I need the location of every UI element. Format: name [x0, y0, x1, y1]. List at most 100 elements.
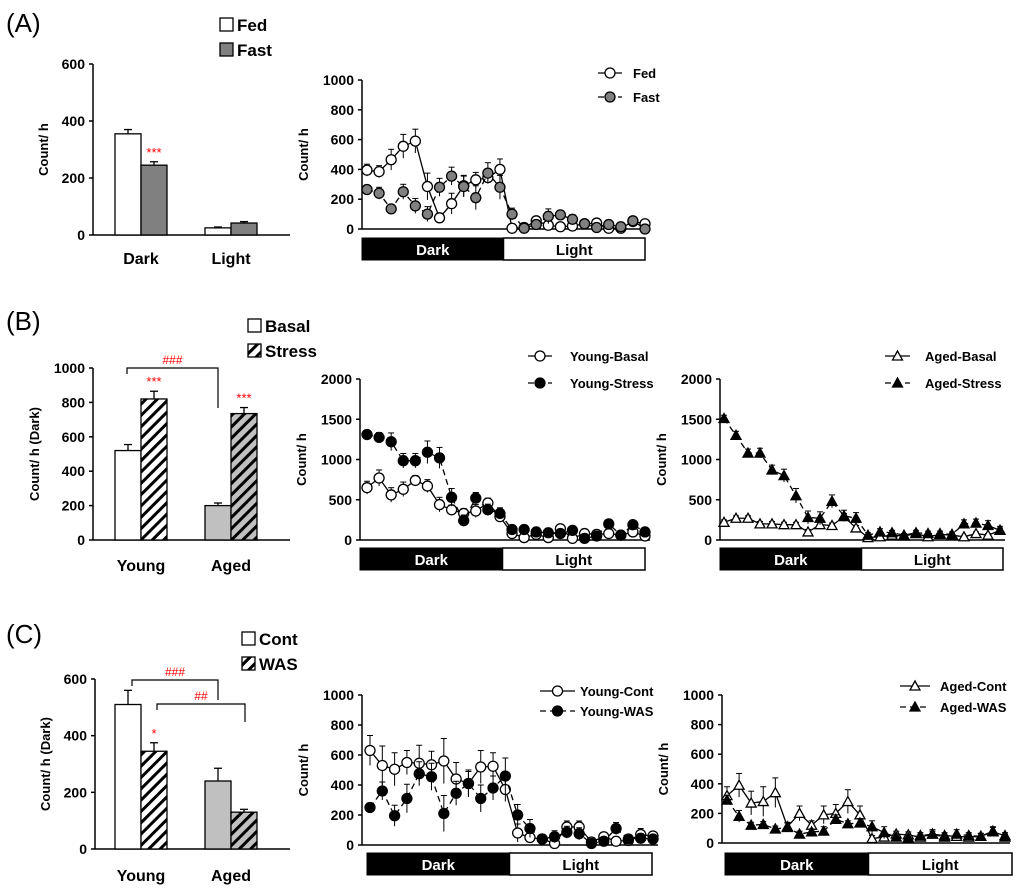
- data-point: [969, 527, 983, 539]
- y-axis-label: Count/ h: [36, 123, 51, 176]
- data-point: [401, 792, 413, 805]
- data-point: [573, 828, 585, 840]
- series-aged-was: [720, 793, 1012, 843]
- y-tick-label: 200: [64, 784, 88, 800]
- y-tick-label: 0: [77, 532, 85, 548]
- data-point: [548, 831, 561, 843]
- bracket-label: ###: [162, 353, 182, 367]
- y-tick-label: 600: [62, 56, 86, 72]
- chart-c-line-6: 0 200 400 600 800 1000 Count/ h Young-Cont Young…: [296, 684, 659, 876]
- data-point: [364, 744, 376, 757]
- data-point: [603, 518, 615, 530]
- data-point: [421, 480, 434, 492]
- dark-phase-label: Dark: [422, 857, 456, 874]
- legend-marker: [534, 377, 546, 389]
- data-point: [376, 785, 388, 797]
- y-tick-label: 600: [691, 746, 715, 762]
- data-point: [487, 760, 499, 772]
- data-point: [849, 521, 863, 533]
- y-tick-label: 800: [331, 102, 355, 118]
- legend-label: Stress: [265, 342, 317, 361]
- data-point: [530, 218, 542, 231]
- light-phase-label: Light: [555, 552, 592, 569]
- data-point: [745, 818, 758, 830]
- data-point: [409, 455, 421, 467]
- light-phase-bar: [867, 852, 1013, 876]
- data-point: [789, 489, 803, 501]
- y-axis-label: Count/ h: [656, 743, 671, 796]
- data-point: [921, 527, 935, 539]
- data-point: [494, 163, 506, 176]
- data-point: [853, 816, 867, 828]
- y-tick-label: 600: [62, 429, 86, 445]
- y-tick-label: 400: [331, 777, 355, 793]
- y-tick-label: 0: [344, 532, 352, 548]
- y-tick-label: 1500: [681, 411, 712, 427]
- data-point: [902, 831, 915, 843]
- data-point: [635, 832, 647, 844]
- data-point: [518, 222, 530, 234]
- legend-swatch-fast: [219, 42, 234, 57]
- y-tick-label: 400: [64, 728, 88, 744]
- data-point: [639, 223, 651, 235]
- data-point: [615, 529, 627, 541]
- series-young-was: [364, 757, 659, 850]
- significance-annotation: ***: [236, 391, 251, 406]
- y-tick-label: 0: [706, 835, 714, 851]
- data-point: [974, 830, 987, 841]
- data-point: [793, 827, 806, 839]
- data-point: [385, 489, 397, 501]
- data-point: [438, 807, 450, 820]
- legend-label: Fed: [633, 66, 656, 81]
- data-point: [458, 180, 470, 193]
- legend-marker: [551, 705, 564, 717]
- data-point: [518, 523, 530, 536]
- data-point: [793, 807, 806, 819]
- dark-phase-label: Dark: [415, 552, 449, 569]
- data-point: [524, 822, 536, 835]
- data-point: [729, 429, 743, 441]
- data-point: [433, 498, 446, 511]
- data-point: [981, 519, 995, 531]
- panel-label-b: (B): [6, 306, 41, 336]
- series-line: [366, 140, 646, 229]
- data-point: [627, 215, 639, 227]
- legend-marker: [604, 91, 616, 103]
- data-point: [385, 154, 397, 166]
- y-axis-label: Count/ h: [296, 128, 311, 181]
- data-point: [817, 808, 830, 820]
- y-tick-label: 800: [62, 394, 86, 410]
- x-tick-label: Light: [211, 251, 251, 268]
- chart-b-bar-2: 0 200 400 600 800 1000 Count/ h (Dark) Young Age…: [27, 317, 317, 575]
- series-line: [366, 477, 646, 540]
- y-tick-label: 600: [331, 132, 355, 148]
- y-tick-label: 0: [346, 221, 354, 237]
- y-tick-label: 400: [331, 161, 355, 177]
- significance-annotation: *: [151, 726, 156, 741]
- data-point: [890, 830, 903, 842]
- data-point: [388, 763, 401, 775]
- legend-label: Aged-Cont: [940, 679, 1007, 694]
- y-tick-label: 400: [62, 113, 86, 129]
- y-tick-label: 800: [331, 717, 355, 733]
- legend-label: Cont: [259, 630, 298, 649]
- panel-label-c: (C): [6, 619, 42, 649]
- data-point: [897, 528, 911, 540]
- panel-label-a: (A): [6, 8, 41, 38]
- bar-was-young: [140, 750, 168, 850]
- data-point: [470, 492, 482, 504]
- data-point: [361, 164, 373, 176]
- data-point: [373, 165, 385, 178]
- y-tick-label: 2000: [681, 371, 712, 387]
- data-point: [813, 511, 827, 523]
- data-point: [717, 412, 731, 424]
- series-line: [369, 772, 654, 845]
- y-tick-label: 200: [62, 170, 86, 186]
- data-point: [598, 835, 610, 847]
- legend-label: Aged-Basal: [925, 349, 997, 364]
- data-point: [757, 795, 770, 807]
- data-point: [373, 187, 385, 199]
- data-point: [542, 210, 554, 222]
- data-point: [401, 756, 413, 769]
- data-point: [421, 446, 434, 458]
